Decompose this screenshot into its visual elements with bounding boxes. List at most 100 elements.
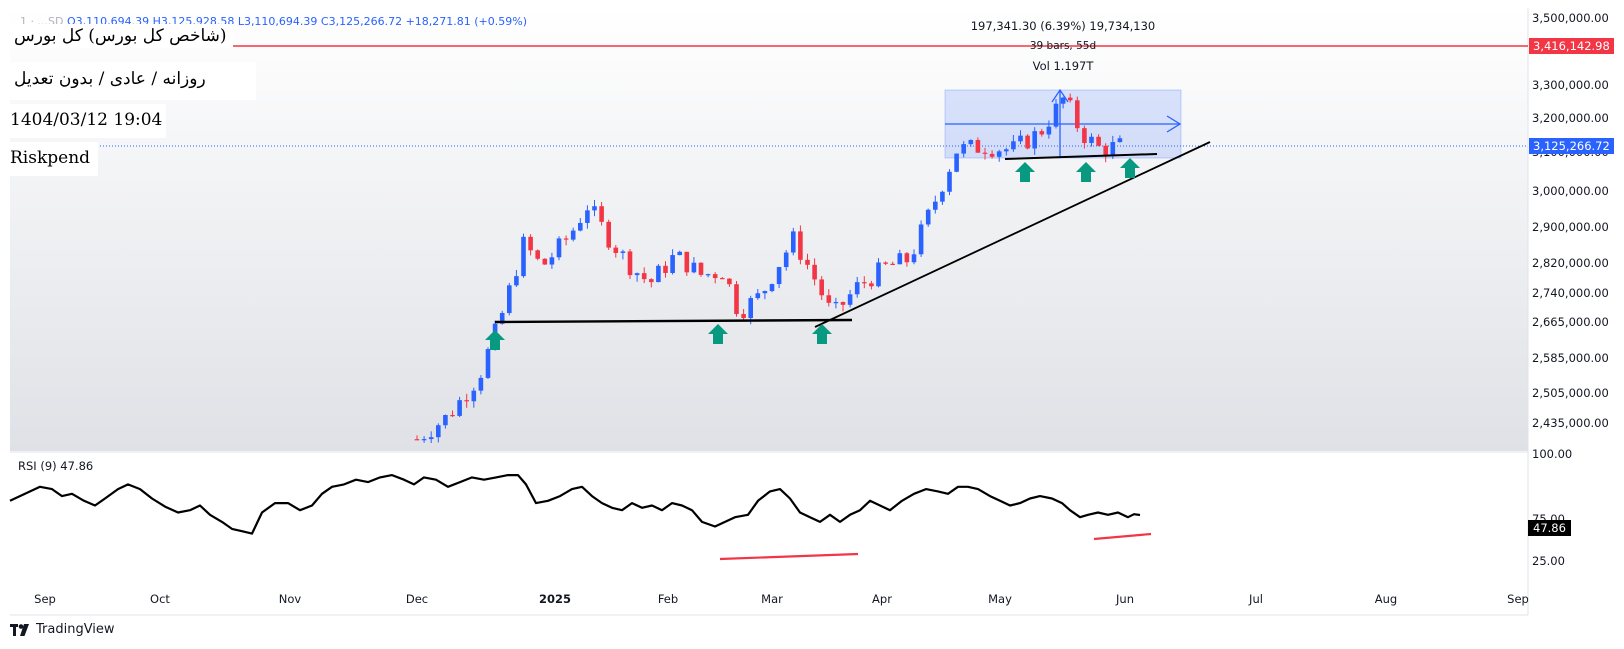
candle-body xyxy=(606,221,611,248)
candle-body xyxy=(982,152,988,154)
candle-body xyxy=(854,282,860,295)
rsi-tick-label: 25.00 xyxy=(1532,554,1565,568)
measure-bars-text: 39 bars, 55d xyxy=(1029,40,1097,52)
time-tick-label: May xyxy=(988,592,1012,606)
candle-body xyxy=(549,257,555,265)
time-tick-label: Feb xyxy=(658,592,678,606)
candle-body xyxy=(428,437,434,440)
rsi-divergence-line-1[interactable] xyxy=(719,552,859,561)
candle-body xyxy=(691,262,697,273)
candle-body xyxy=(862,282,867,284)
candle-body xyxy=(812,264,817,280)
candle-body xyxy=(1082,128,1087,143)
candle-body xyxy=(436,425,441,438)
candle-body xyxy=(641,273,647,280)
candle-body xyxy=(1011,141,1016,150)
candle-body xyxy=(1067,97,1073,101)
time-tick-label: Aug xyxy=(1375,592,1397,606)
candle-body xyxy=(840,302,846,305)
candle-body xyxy=(414,439,420,441)
rsi-divergence-line-2[interactable] xyxy=(1093,532,1152,541)
candle-body xyxy=(592,206,597,211)
tradingview-icon xyxy=(10,623,29,636)
candle-body xyxy=(450,415,455,417)
candle-body xyxy=(897,253,903,265)
candle-body xyxy=(776,267,782,285)
candle-body xyxy=(1075,100,1080,129)
candle-body xyxy=(918,224,924,255)
candle-body xyxy=(634,273,640,276)
time-tick-label: Oct xyxy=(150,592,170,606)
candle-body xyxy=(620,251,626,253)
price-tick-label: 2,820,000.00 xyxy=(1532,256,1609,270)
candle-body xyxy=(1004,149,1009,152)
price-tick-label: 2,585,000.00 xyxy=(1532,351,1609,365)
candle-body xyxy=(826,295,832,303)
candle-body xyxy=(507,285,512,314)
measure-arrowhead-right xyxy=(1166,115,1182,133)
horizontal-support-line[interactable] xyxy=(494,318,853,324)
candle-body xyxy=(720,278,725,280)
candle-body xyxy=(890,263,895,265)
candle-body xyxy=(791,231,796,253)
time-tick-label: Apr xyxy=(872,592,892,606)
measure-change-text: 197,341.30 (6.39%) 19,734,130 xyxy=(970,19,1156,33)
candle-body xyxy=(1018,135,1023,142)
price-axis[interactable]: 3,500,000.003,300,000.003,200,000.003,10… xyxy=(1532,11,1609,430)
candle-body xyxy=(1039,131,1045,135)
candle-body xyxy=(443,415,448,426)
tradingview-logo[interactable]: TradingView xyxy=(10,622,115,637)
time-tick-label: Jul xyxy=(1248,592,1263,606)
current-price-tag: 3,125,266.72 xyxy=(1529,138,1614,154)
measure-volume-text: Vol 1.197T xyxy=(1032,59,1094,73)
candle-body xyxy=(457,400,462,416)
candle-body xyxy=(663,265,668,273)
candle-body xyxy=(1103,145,1108,156)
candle-body xyxy=(563,238,569,240)
time-tick-label: Dec xyxy=(406,592,428,606)
candle-body xyxy=(599,206,604,222)
candle-body xyxy=(876,262,881,287)
candle-body xyxy=(570,230,576,240)
time-tick-label: 2025 xyxy=(539,592,571,606)
candle-body xyxy=(535,250,540,259)
candle-body xyxy=(627,251,633,276)
time-tick-label: Sep xyxy=(34,592,56,606)
candle-body xyxy=(677,251,682,256)
candlestick-series[interactable] xyxy=(414,93,1123,444)
candle-body xyxy=(521,236,526,277)
chart-subtitle-label: روزانه / عادی / بدون تعدیل xyxy=(8,62,256,100)
candle-body xyxy=(727,278,732,285)
price-pane-background xyxy=(10,8,1528,451)
candle-body xyxy=(869,283,874,287)
candle-body xyxy=(769,284,775,292)
chart-title-label: (شاخص کل بورس) کل بورس xyxy=(8,24,233,48)
datetime-label: 1404/03/12 19:04 xyxy=(4,104,166,138)
candle-body xyxy=(996,151,1002,157)
candle-body xyxy=(755,293,761,299)
short-support-line[interactable] xyxy=(1004,153,1158,160)
price-tick-label: 2,740,000.00 xyxy=(1532,286,1609,300)
candle-body xyxy=(883,262,888,264)
candle-body xyxy=(1053,103,1059,127)
rsi-line[interactable] xyxy=(9,474,1141,535)
candle-body xyxy=(712,274,718,279)
candle-body xyxy=(656,265,661,283)
candle-body xyxy=(478,377,484,391)
buy-arrow-icon xyxy=(485,330,505,350)
time-tick-label: Mar xyxy=(761,592,783,606)
candle-body xyxy=(933,201,938,210)
candle-body xyxy=(911,254,917,263)
candle-body xyxy=(578,222,583,231)
candle-body xyxy=(528,236,533,251)
buy-arrow-icon xyxy=(1015,162,1035,182)
rsi-value-tag: 47.86 xyxy=(1528,520,1571,536)
resistance-price-tag: 3,416,142.98 xyxy=(1529,38,1614,54)
candle-body xyxy=(783,252,789,268)
price-tick-label: 3,000,000.00 xyxy=(1532,184,1609,198)
rsi-legend: RSI (9) 47.86 xyxy=(18,459,94,473)
rising-trendline[interactable] xyxy=(814,141,1211,328)
time-axis[interactable]: Sep Oct Nov Dec 2025 Feb Mar Apr May Jun Jul Aug Sep xyxy=(34,592,1529,606)
